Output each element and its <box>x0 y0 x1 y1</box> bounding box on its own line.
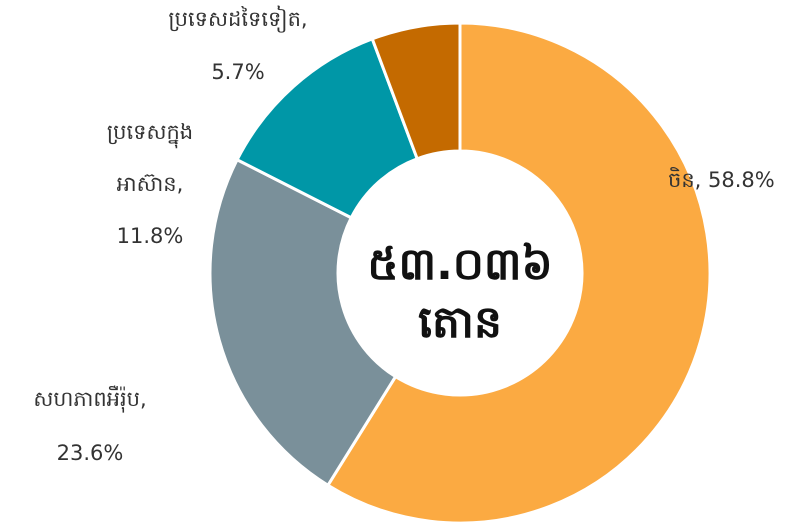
donut-slice <box>235 36 420 220</box>
donut-slice <box>208 157 398 488</box>
data-label: ចិន, 58.8% <box>668 167 775 192</box>
data-label: សហភាពអឺរ៉ុប, <box>33 385 146 413</box>
data-label: 11.8% <box>117 224 184 248</box>
center-text: តោន <box>418 297 502 348</box>
center-text: ៥៣.០៣៦ <box>367 239 552 290</box>
data-label: ប្រទេសដទៃទៀត, <box>168 5 307 33</box>
data-label: 23.6% <box>57 441 124 465</box>
data-label: 5.7% <box>211 60 264 84</box>
donut-slice <box>325 21 712 525</box>
data-label: អាស៊ាន, <box>117 172 184 196</box>
donut-slice <box>370 21 462 161</box>
data-label: ប្រទេសក្នុង <box>107 120 193 149</box>
